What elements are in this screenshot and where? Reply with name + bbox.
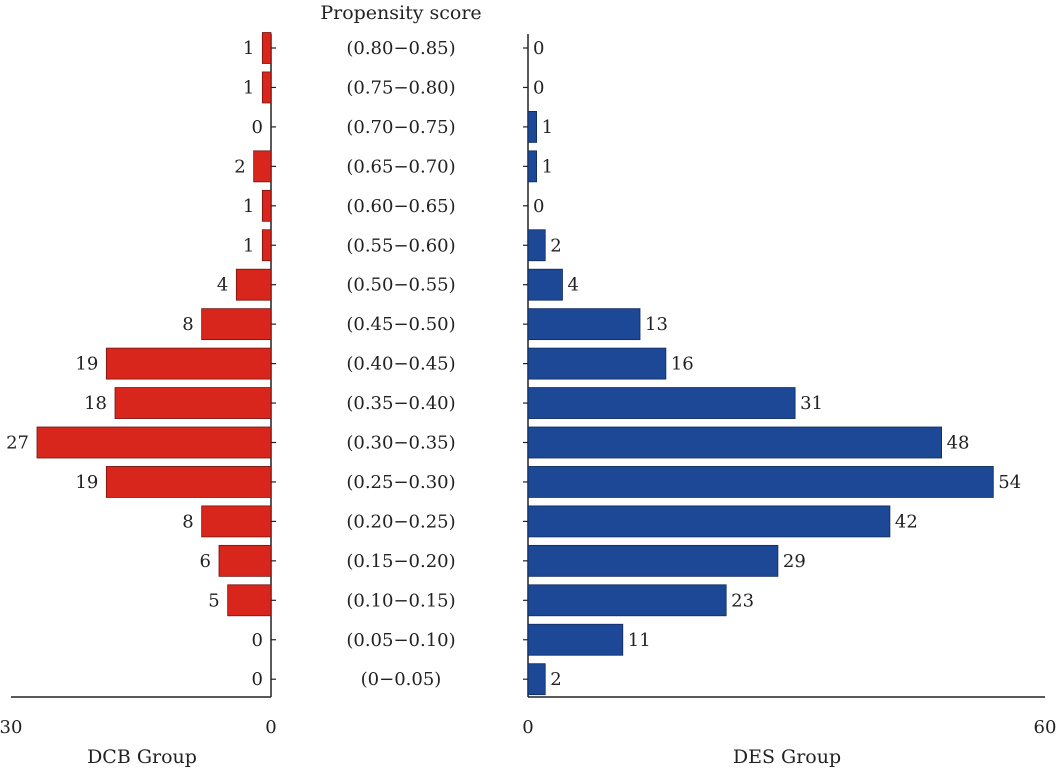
des-value-label: 13 <box>645 314 668 335</box>
category-label: (0.40−0.45) <box>346 354 455 375</box>
des-value-label: 0 <box>533 77 544 98</box>
des-value-label: 2 <box>550 669 561 690</box>
dcb-value-label: 0 <box>252 669 263 690</box>
dcb-bar <box>261 229 272 262</box>
dcb-bar <box>261 71 272 104</box>
category-label: (0.35−0.40) <box>346 393 455 414</box>
dcb-value-label: 18 <box>84 393 107 414</box>
des-value-label: 48 <box>947 433 970 454</box>
dcb-bar <box>227 584 272 617</box>
des-x-tick-label: 0 <box>522 717 533 738</box>
category-label: (0.15−0.20) <box>346 551 455 572</box>
category-label: (0.05−0.10) <box>346 630 455 651</box>
des-group-label: DES Group <box>733 746 841 768</box>
des-bar <box>527 268 563 301</box>
category-label: (0−0.05) <box>361 669 442 690</box>
des-bar <box>527 426 943 459</box>
des-value-label: 1 <box>542 156 553 177</box>
dcb-x-tick-label: 30 <box>0 717 22 738</box>
dcb-value-label: 0 <box>252 117 263 138</box>
dcb-bar <box>105 466 272 498</box>
dcb-bar <box>261 32 272 64</box>
category-label: (0.10−0.15) <box>346 590 455 611</box>
dcb-bar <box>105 347 272 380</box>
dcb-bar <box>36 426 272 459</box>
des-bar <box>527 111 538 143</box>
dcb-value-label: 19 <box>75 472 98 493</box>
dcb-bar <box>235 268 272 301</box>
category-label: (0.80−0.85) <box>346 38 455 59</box>
category-label: (0.30−0.35) <box>346 433 455 454</box>
dcb-value-label: 6 <box>200 551 211 572</box>
des-bar <box>527 623 624 656</box>
dcb-value-label: 1 <box>243 196 254 217</box>
des-bar <box>527 229 546 262</box>
des-value-label: 4 <box>567 275 578 296</box>
des-bar <box>527 308 641 341</box>
dcb-value-label: 1 <box>243 235 254 256</box>
des-value-label: 0 <box>533 196 544 217</box>
dcb-bar <box>253 150 272 183</box>
des-value-label: 23 <box>731 590 754 611</box>
dcb-value-label: 27 <box>6 433 29 454</box>
dcb-bar <box>201 505 272 538</box>
des-bar <box>527 347 667 380</box>
des-value-label: 0 <box>533 38 544 59</box>
category-labels: (0.80−0.85) (0.75−0.80) (0.70−0.75) (0.65−0… <box>346 38 455 690</box>
category-label: (0.55−0.60) <box>346 235 455 256</box>
des-value-label: 1 <box>542 117 553 138</box>
des-bar <box>527 584 727 617</box>
dcb-value-label: 2 <box>234 156 245 177</box>
dcb-bar <box>218 544 272 577</box>
des-bar <box>527 387 796 419</box>
des-bar <box>527 663 546 696</box>
des-bar <box>527 466 994 498</box>
dcb-value-label: 4 <box>217 275 228 296</box>
category-label: (0.45−0.50) <box>346 314 455 335</box>
dcb-value-label: 8 <box>182 314 193 335</box>
des-value-label: 54 <box>998 472 1021 493</box>
dcb-bar <box>261 189 272 222</box>
category-label: (0.25−0.30) <box>346 472 455 493</box>
dcb-value-label: 1 <box>243 38 254 59</box>
category-label: (0.70−0.75) <box>346 117 455 138</box>
dcb-value-label: 19 <box>75 354 98 375</box>
des-bar <box>527 150 538 183</box>
category-label: (0.50−0.55) <box>346 275 455 296</box>
category-label: (0.75−0.80) <box>346 77 455 98</box>
des-value-label: 2 <box>550 235 561 256</box>
category-label: (0.20−0.25) <box>346 511 455 532</box>
category-label: (0.60−0.65) <box>346 196 455 217</box>
des-x-tick-label: 60 <box>1034 717 1057 738</box>
des-value-label: 16 <box>671 354 694 375</box>
dcb-x-tick-label: 0 <box>265 717 276 738</box>
dcb-value-label: 0 <box>252 630 263 651</box>
dcb-value-label: 8 <box>182 511 193 532</box>
des-bar <box>527 544 779 577</box>
dcb-bar <box>114 387 272 419</box>
dcb-value-label: 5 <box>208 590 219 611</box>
category-label: (0.65−0.70) <box>346 156 455 177</box>
dcb-bar <box>201 308 272 341</box>
dcb-value-label: 1 <box>243 77 254 98</box>
des-value-label: 11 <box>628 630 651 651</box>
des-value-label: 29 <box>783 551 806 572</box>
des-bar <box>527 505 891 538</box>
des-value-label: 42 <box>895 511 918 532</box>
chart-title: Propensity score <box>320 2 481 24</box>
des-value-label: 31 <box>800 393 823 414</box>
dcb-group-label: DCB Group <box>87 746 197 768</box>
